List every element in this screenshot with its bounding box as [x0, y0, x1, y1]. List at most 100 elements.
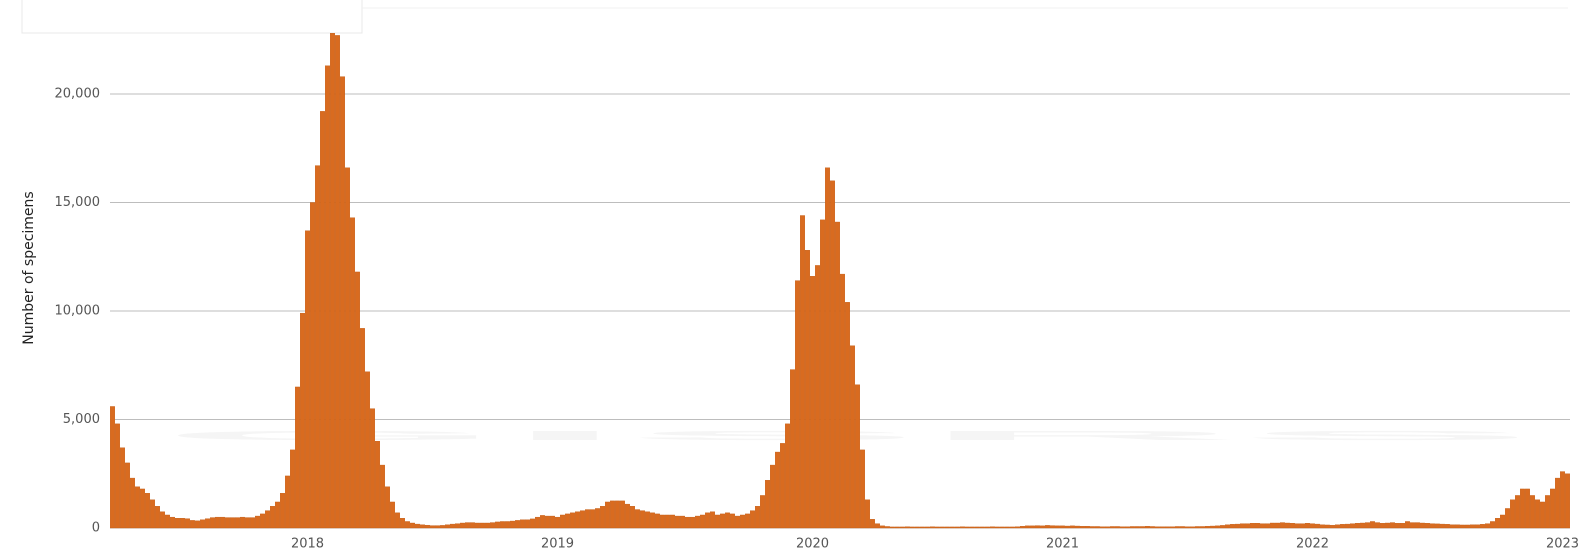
bar	[1040, 525, 1045, 529]
bar	[1280, 522, 1285, 529]
x-tick-label: 2023	[1546, 537, 1579, 552]
bar	[675, 515, 680, 529]
bar	[1375, 522, 1380, 529]
bar	[815, 265, 820, 529]
bar	[610, 500, 615, 529]
bar	[1390, 522, 1395, 529]
bar	[1150, 526, 1155, 529]
bar	[615, 500, 620, 529]
bar	[735, 515, 740, 529]
bar	[1020, 526, 1025, 529]
bar	[1090, 526, 1095, 529]
bar	[765, 480, 770, 529]
bar	[940, 526, 945, 529]
bar	[1075, 525, 1080, 529]
bar	[960, 526, 965, 529]
bar	[1260, 523, 1265, 529]
bar	[180, 518, 185, 529]
legend-box	[21, 0, 363, 34]
bar	[880, 525, 885, 529]
bar	[340, 76, 345, 529]
bar	[390, 501, 395, 529]
bar	[875, 523, 880, 529]
bar	[575, 511, 580, 529]
bar	[420, 524, 425, 529]
bar	[1035, 525, 1040, 529]
bar	[1245, 523, 1250, 529]
bar	[685, 516, 690, 529]
bar	[665, 514, 670, 529]
bar	[245, 517, 250, 529]
bar	[1205, 526, 1210, 529]
bar	[1305, 523, 1310, 529]
bar	[565, 513, 570, 529]
bar	[355, 271, 360, 529]
bar	[335, 35, 340, 529]
bar	[795, 280, 800, 529]
bar	[1420, 522, 1425, 529]
bar	[760, 495, 765, 529]
bar	[1130, 526, 1135, 529]
bar	[900, 526, 905, 529]
bar	[1425, 523, 1430, 529]
bar	[120, 447, 125, 529]
bar	[1430, 523, 1435, 529]
bar	[415, 523, 420, 529]
bar	[205, 518, 210, 529]
bar	[460, 522, 465, 529]
bar	[620, 500, 625, 529]
bar	[1295, 523, 1300, 529]
bar	[1460, 524, 1465, 529]
bar	[1470, 524, 1475, 529]
bar	[1060, 525, 1065, 529]
bar	[1070, 525, 1075, 529]
bar	[375, 441, 380, 529]
bar	[1545, 495, 1550, 529]
bar	[1085, 526, 1090, 529]
bar	[1380, 523, 1385, 529]
bar	[1325, 524, 1330, 529]
bar	[1550, 488, 1555, 529]
bar	[165, 514, 170, 529]
bar	[635, 509, 640, 529]
bar	[1505, 508, 1510, 529]
bar	[1025, 525, 1030, 529]
bar	[275, 501, 280, 529]
bar	[975, 526, 980, 529]
bar	[230, 517, 235, 529]
x-tick-label: 2022	[1296, 537, 1329, 552]
bar	[430, 525, 435, 529]
bar	[305, 230, 310, 529]
bar	[1000, 526, 1005, 529]
bar	[240, 516, 245, 529]
bar	[1120, 526, 1125, 529]
bar	[1250, 523, 1255, 529]
bar	[660, 514, 665, 529]
bar	[1190, 526, 1195, 529]
bar	[710, 511, 715, 529]
bar	[535, 516, 540, 529]
bar	[550, 515, 555, 529]
bar	[1005, 526, 1010, 529]
x-tick-label: 2019	[541, 537, 574, 552]
bar	[1555, 477, 1560, 529]
bar	[540, 515, 545, 529]
bar	[1230, 524, 1235, 529]
bar	[1320, 524, 1325, 529]
bar	[1110, 526, 1115, 529]
bar	[520, 519, 525, 529]
bar	[800, 215, 805, 529]
bar	[1435, 523, 1440, 529]
bar	[440, 525, 445, 529]
bar	[1530, 495, 1535, 529]
bar	[600, 506, 605, 529]
bar	[435, 525, 440, 529]
bar	[380, 464, 385, 529]
bar	[1180, 526, 1185, 529]
bar	[490, 522, 495, 529]
bar	[150, 499, 155, 529]
bar	[515, 520, 520, 529]
bar	[1515, 495, 1520, 529]
bar	[860, 449, 865, 529]
bar	[1445, 524, 1450, 529]
